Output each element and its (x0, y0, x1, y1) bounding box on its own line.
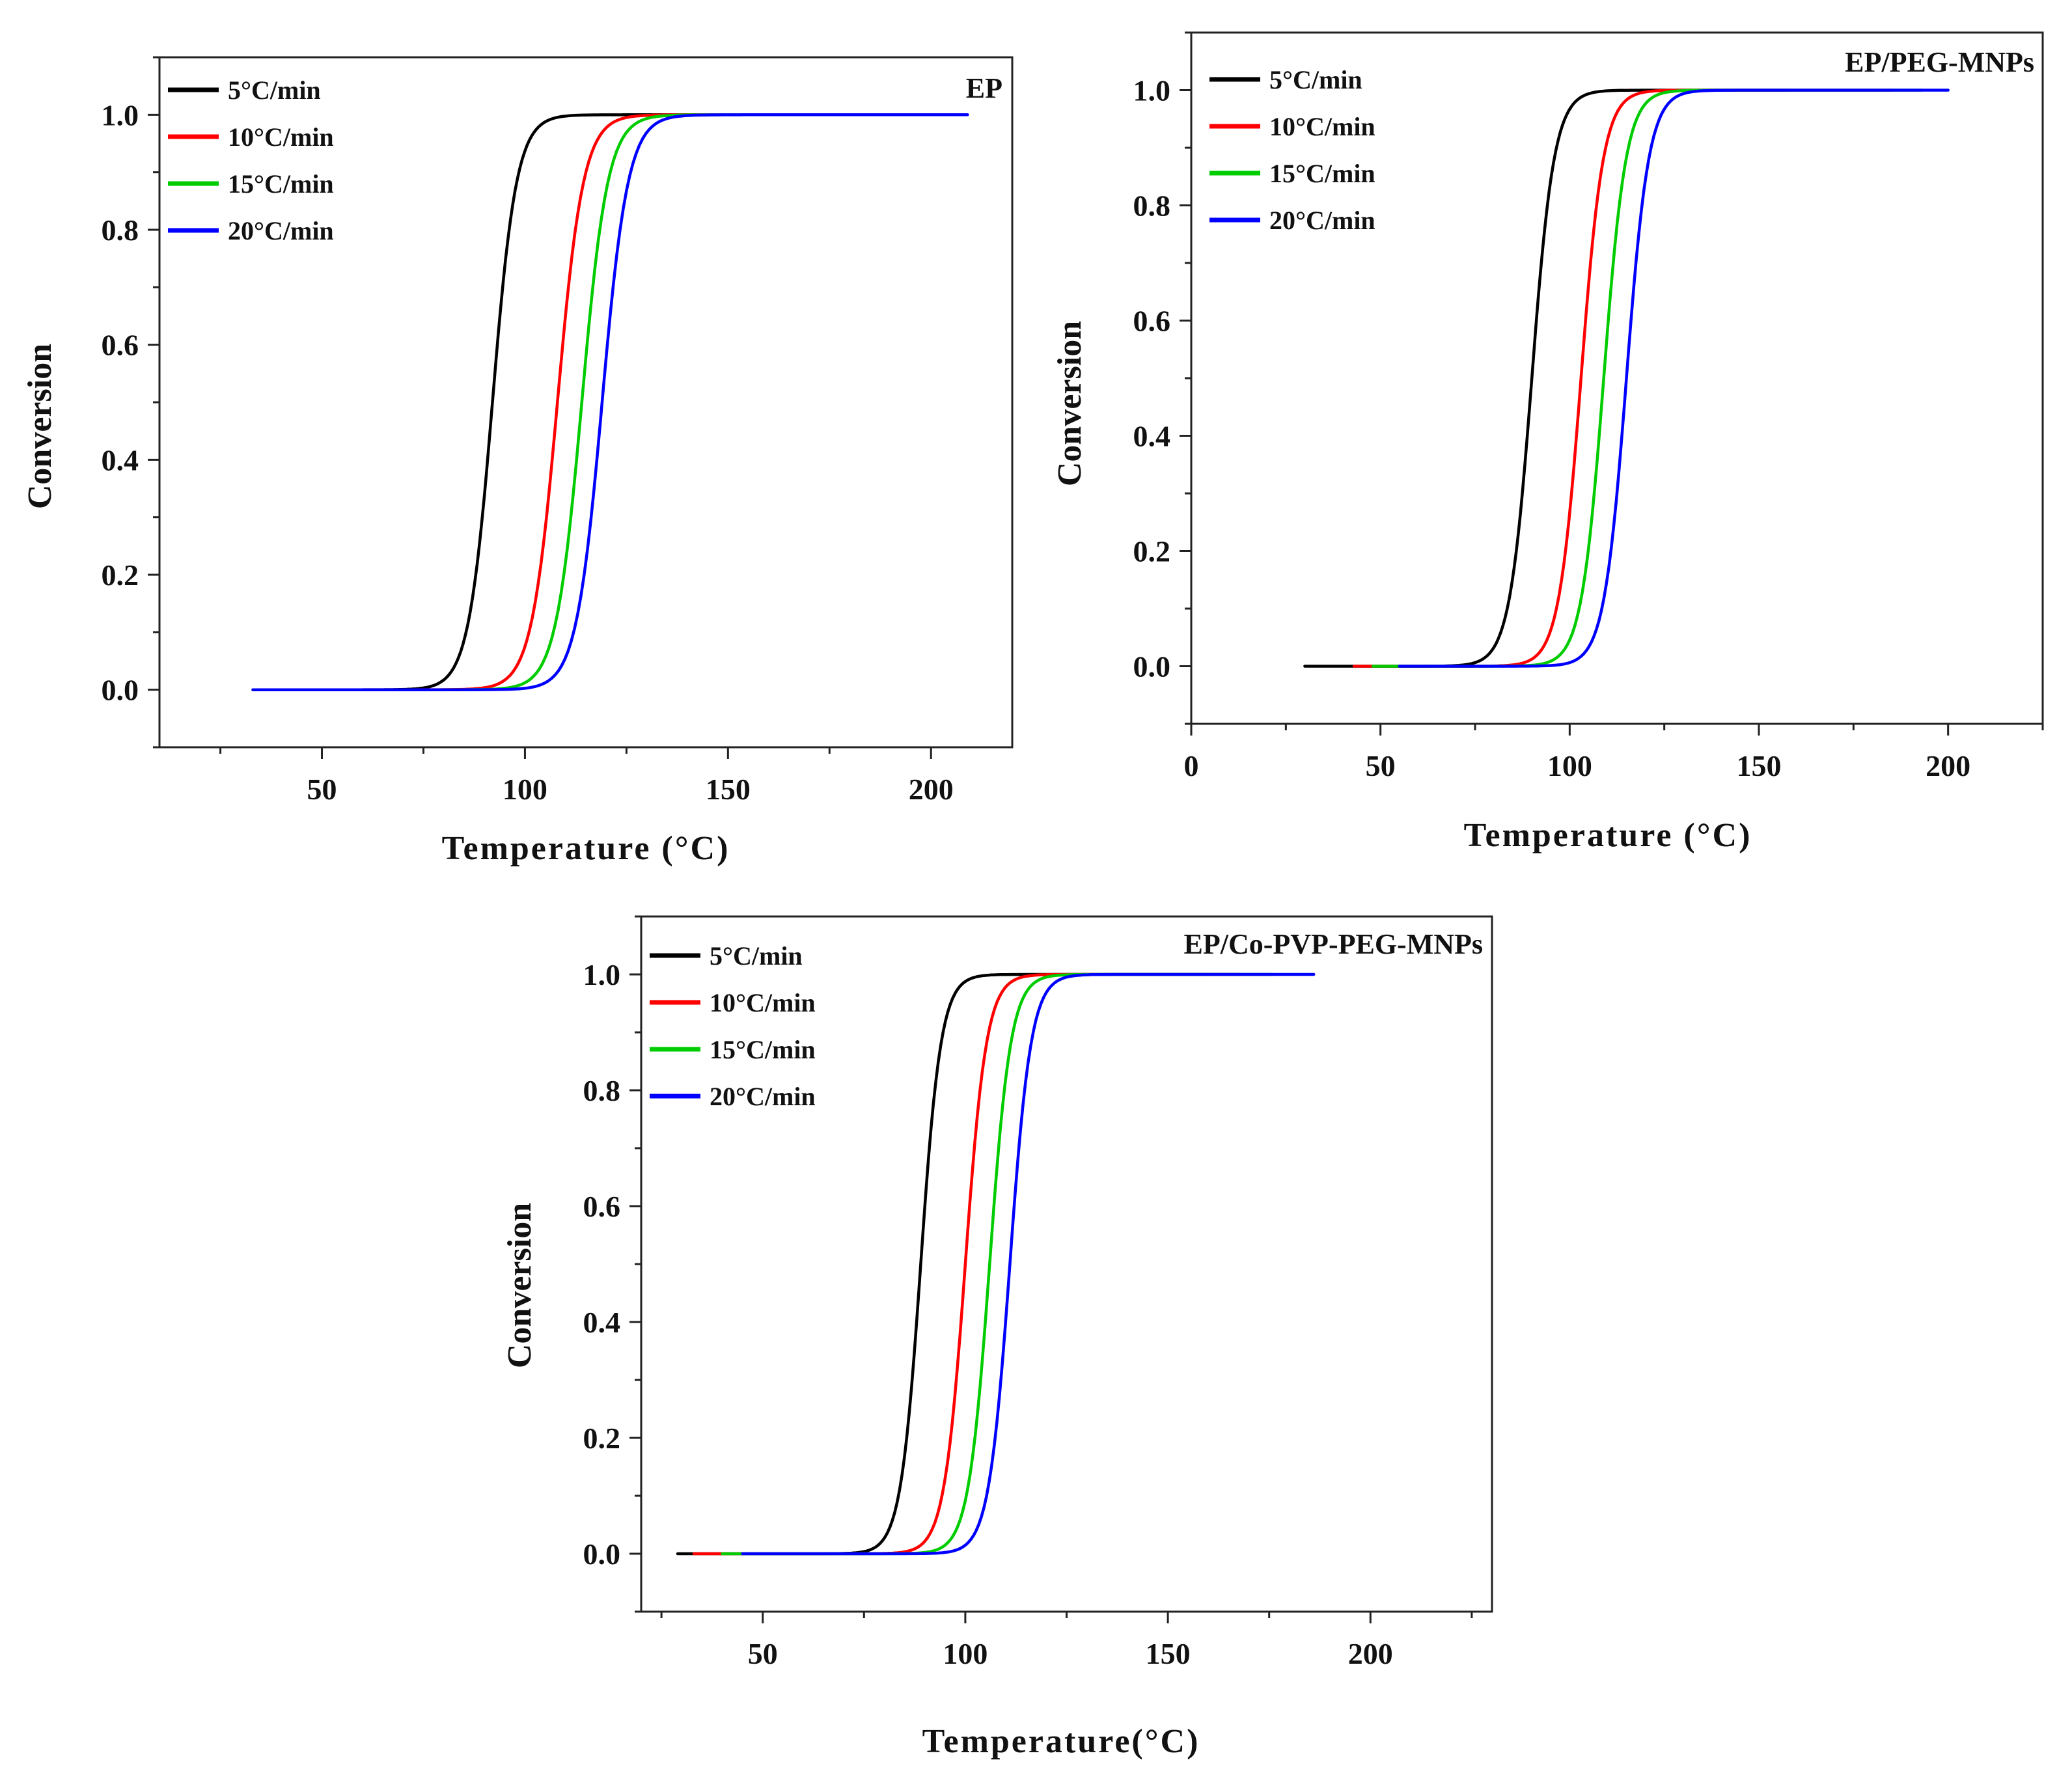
y-tick-label: 0.2 (102, 558, 139, 592)
y-tick-label: 0.4 (102, 443, 139, 476)
chart-panel-1: 50 100 150 200 0.0 0.2 0.4 0.6 0.8 1.0 5°C/min 10°C… (21, 56, 1014, 867)
legend-label-3: 15°C/min (1269, 159, 1375, 188)
series-line-2 (251, 113, 876, 691)
x-axis-title: Temperature (°C) (1464, 817, 1752, 854)
legend-label-4: 20°C/min (710, 1082, 816, 1111)
x-tick-label: 50 (1366, 749, 1396, 782)
legend-label-1: 5°C/min (710, 941, 803, 971)
panel-title: EP/PEG-MNPs (1845, 46, 2034, 78)
series-line-4 (251, 113, 969, 691)
series-line-4 (1398, 89, 1950, 668)
y-tick-label: 0.2 (1133, 535, 1171, 568)
y-tick-label: 0.8 (1133, 189, 1171, 223)
y-tick-label: 0.4 (583, 1306, 621, 1339)
x-tick-label: 0 (1184, 749, 1199, 782)
x-tick-label: 50 (307, 773, 337, 806)
series-line-1 (1303, 89, 1791, 668)
y-tick-label: 1.0 (1133, 74, 1171, 107)
y-tick-label: 1.0 (583, 958, 621, 991)
y-tick-label: 0.8 (102, 213, 139, 247)
y-tick-label: 1.0 (102, 98, 139, 131)
x-tick-label: 150 (706, 773, 751, 806)
x-tick-label: 150 (1737, 749, 1782, 782)
legend-label-4: 20°C/min (228, 216, 334, 245)
x-axis-title: Temperature(°C) (922, 1723, 1200, 1760)
y-tick-label: 0.6 (583, 1190, 621, 1223)
legend-label-1: 5°C/min (1269, 65, 1362, 94)
y-tick-label: 0.6 (1133, 305, 1171, 338)
y-tick-label: 0.0 (102, 674, 139, 707)
plot-frame (158, 56, 1014, 749)
x-tick-label: 100 (943, 1637, 988, 1670)
panel-title: EP (966, 72, 1002, 104)
x-axis-title: Temperature (°C) (442, 830, 730, 867)
x-tick-label: 200 (909, 773, 954, 806)
y-axis-title: Conversion (21, 344, 59, 509)
x-tick-label: 150 (1146, 1637, 1191, 1670)
chart-panel-3: 50 100 150 200 0.0 0.2 0.4 0.6 0.8 1.0 5°C/min 10°C… (501, 915, 1493, 1760)
legend-label-1: 5°C/min (228, 76, 321, 105)
y-tick-label: 0.8 (583, 1074, 621, 1107)
legend-label-3: 15°C/min (710, 1035, 816, 1064)
x-tick-label: 100 (1547, 749, 1592, 782)
x-tick-label: 200 (1348, 1637, 1393, 1670)
y-tick-label: 0.4 (1133, 420, 1171, 453)
legend-label-3: 15°C/min (228, 169, 334, 199)
legend-label-2: 10°C/min (710, 988, 816, 1017)
y-tick-label: 0.0 (583, 1537, 621, 1571)
series-line-4 (741, 972, 1316, 1556)
y-axis-title: Conversion (501, 1203, 538, 1368)
legend-label-4: 20°C/min (1269, 206, 1375, 235)
series-line-1 (251, 113, 775, 691)
legend-label-2: 10°C/min (1269, 112, 1375, 141)
x-tick-label: 200 (1926, 749, 1970, 782)
y-axis-title: Conversion (1051, 321, 1088, 486)
series-line-3 (251, 113, 933, 691)
x-tick-label: 100 (503, 773, 547, 806)
legend-label-2: 10°C/min (228, 122, 334, 152)
chart-panel-2: 0 50 100 150 200 0.0 0.2 0.4 0.6 0.8 1.0 5°C/min 10°… (1051, 31, 2044, 854)
y-tick-label: 0.2 (583, 1422, 621, 1455)
y-tick-label: 0.6 (102, 329, 139, 362)
x-tick-label: 50 (748, 1637, 778, 1670)
panel-title: EP/Co-PVP-PEG-MNPs (1184, 928, 1483, 960)
y-tick-label: 0.0 (1133, 650, 1171, 683)
plot-frame (640, 915, 1493, 1613)
